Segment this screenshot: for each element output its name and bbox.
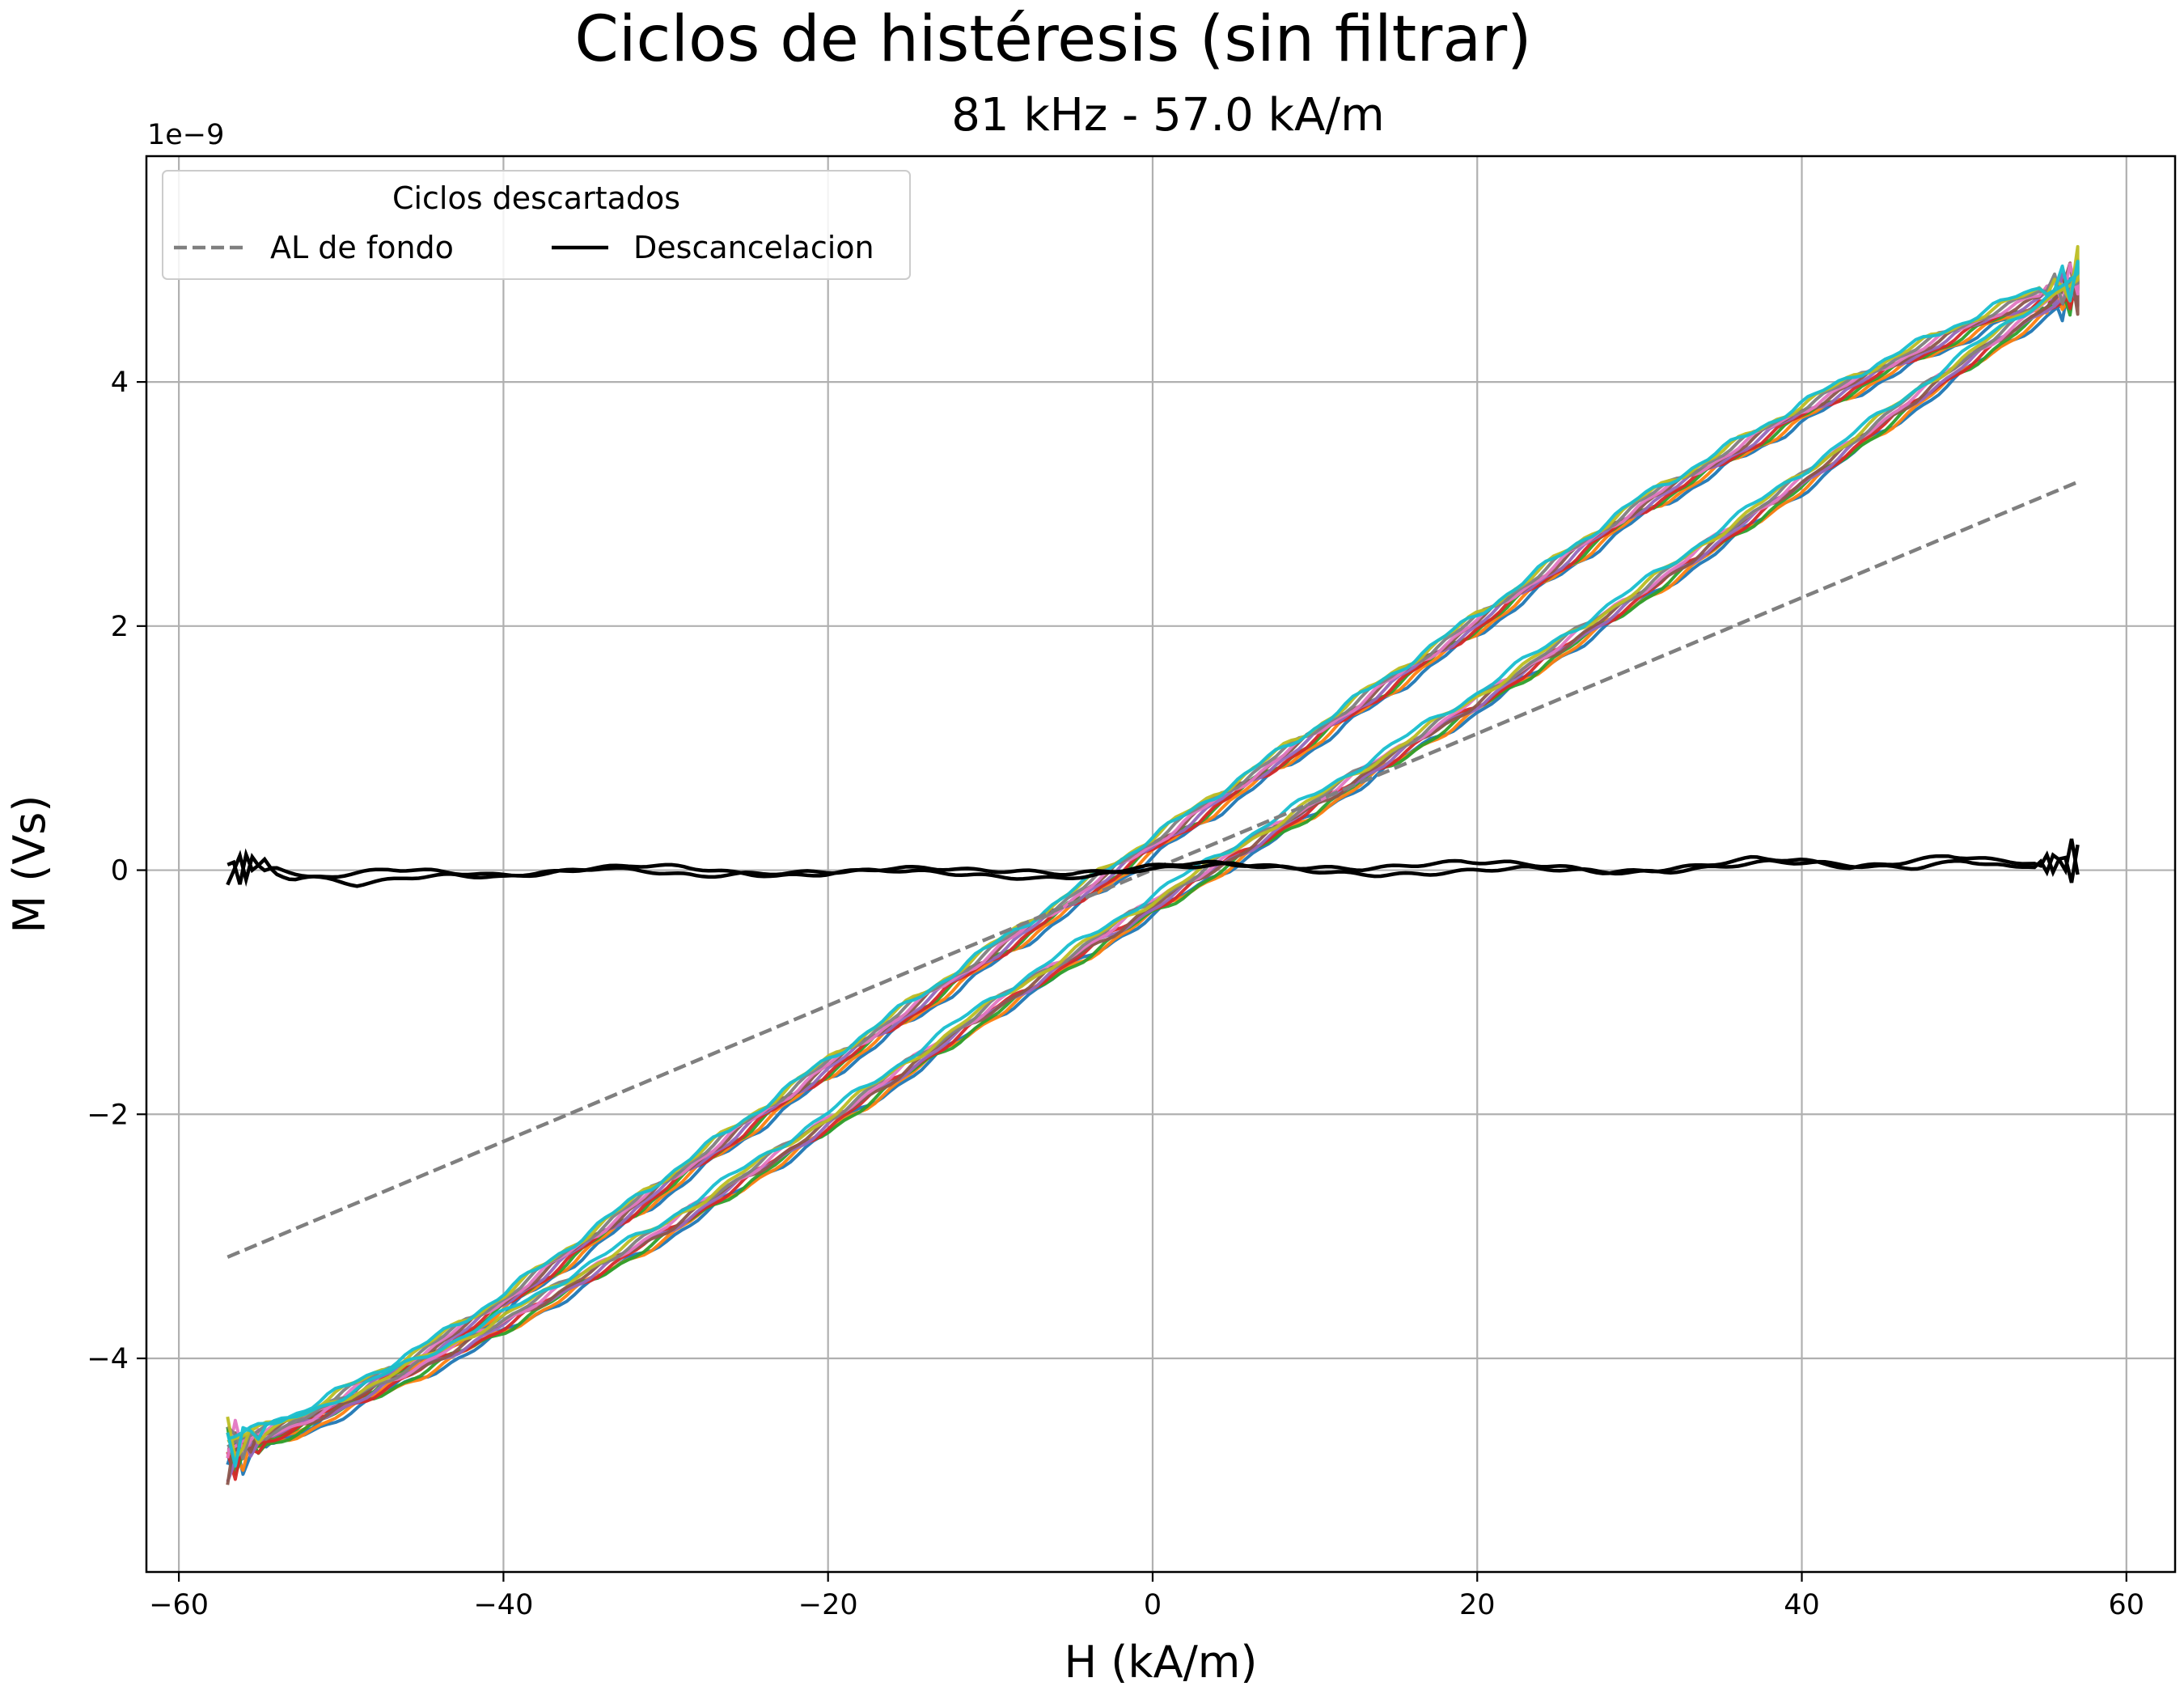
y-offset-label: 1e−9: [147, 119, 224, 151]
x-tick-label: −60: [149, 1589, 209, 1621]
legend-background-label: AL de fondo: [270, 230, 454, 265]
descancelacion-layer: [226, 838, 2080, 888]
x-tick-label: 40: [1784, 1589, 1820, 1621]
legend-descancelacion-label: Descancelacion: [633, 230, 874, 265]
y-tick-label: 0: [111, 855, 129, 888]
legend: Ciclos descartados AL de fondo Descancel…: [162, 170, 911, 280]
y-axis-ticks: −4 −2 0 2 4: [87, 366, 146, 1375]
hysteresis-cycles: [226, 244, 2080, 1485]
x-tick-label: 0: [1144, 1589, 1162, 1621]
y-tick-label: 2: [111, 611, 129, 643]
y-tick-label: 4: [111, 366, 129, 399]
plot-frame: [145, 155, 2177, 1574]
chart-subtitle: 81 kHz - 57.0 kA/m: [951, 89, 1384, 142]
x-axis-ticks: −60 −40 −20 0 20 40 60: [149, 1572, 2144, 1621]
x-tick-label: 60: [2109, 1589, 2145, 1621]
x-tick-label: −40: [473, 1589, 533, 1621]
y-tick-label: −2: [87, 1099, 129, 1131]
legend-box: [162, 170, 911, 280]
x-tick-label: −20: [798, 1589, 858, 1621]
x-axis-label: H (kA/m): [1064, 1637, 1258, 1688]
y-axis-label: M (Vs): [4, 795, 55, 934]
y-tick-label: −4: [87, 1343, 129, 1375]
descancelacion-branch-down: [226, 844, 2080, 888]
x-tick-label: 20: [1459, 1589, 1496, 1621]
hysteresis-cycle: [226, 260, 2080, 1468]
chart-title: Ciclos de histéresis (sin filtrar): [574, 3, 1531, 76]
legend-title: Ciclos descartados: [392, 180, 680, 216]
